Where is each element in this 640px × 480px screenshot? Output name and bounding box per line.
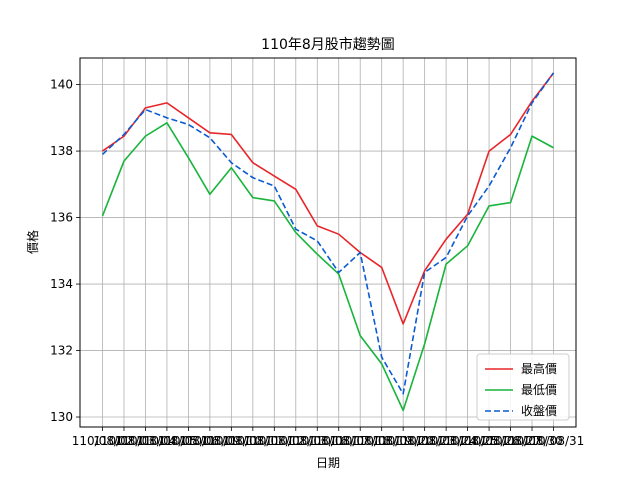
x-tick-label: 110/08/04 [115,434,177,448]
x-tick-label: 110/08/03 [93,434,155,448]
series-layer [101,72,555,412]
y-tick-label: 132 [50,344,73,358]
x-tick-label: 110/08/26 [458,434,520,448]
x-tick-label: 110/08/24 [415,434,477,448]
x-tick-label: 110/08/11 [222,434,284,448]
y-tick-label: 134 [50,277,73,291]
x-tick-label: 110/08/18 [329,434,391,448]
x-tick-label: 110/08/30 [501,434,563,448]
legend-label: 最低價 [521,383,557,397]
x-tick-label: 110/08/13 [265,434,327,448]
y-tick-label: 140 [50,78,73,92]
x-tick-label: 110/08/06 [158,434,220,448]
legend-label: 最高價 [521,361,557,376]
series-line-2 [101,122,554,412]
x-tick-label: 110/08/17 [308,434,370,448]
x-tick-label: 110/08/23 [394,434,456,448]
plot-frame [79,57,577,428]
y-axis-ticks: 130 132 134 136 138 140 [50,78,80,424]
chart-title: 110年8月股市趨勢圖 [261,36,395,53]
y-axis-label: 價格 [25,230,40,254]
y-tick-label: 138 [50,144,73,158]
x-tick-label: 110/08/12 [244,434,306,448]
y-tick-label: 136 [50,211,73,225]
series-line-3 [101,72,555,395]
x-tick-label: 110/08/27 [480,434,542,448]
x-tick-label: 110/08/16 [286,434,348,448]
x-tick-label: 110/08/25 [437,434,499,448]
x-axis-label: 日期 [316,456,340,470]
x-tick-label: 110/08/31 [523,434,585,448]
series-line-1 [102,72,555,325]
legend-box [476,353,570,421]
x-tick-label: 110/08/05 [136,434,198,448]
x-tick-label: 110/08/10 [201,434,263,448]
legend-label: 收盤價 [521,404,557,418]
y-tick-label: 130 [50,410,73,424]
x-axis-ticks: 110/08/02110/08/03110/08/04110/08/05110/… [72,427,585,448]
x-tick-label: 110/08/09 [179,434,241,448]
x-tick-label: 110/08/20 [372,434,434,448]
x-tick-label: 110/08/02 [72,434,134,448]
x-tick-label: 110/08/19 [351,434,413,448]
